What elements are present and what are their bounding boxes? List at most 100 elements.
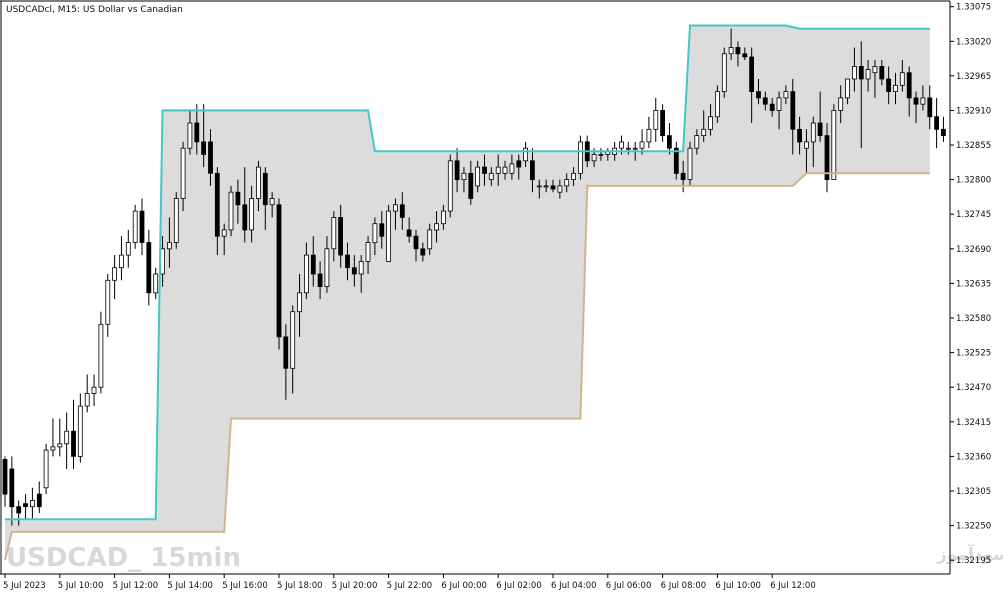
y-tick-label: 1.33020 [956,37,991,47]
candle [742,47,748,61]
candle-body-bear [468,172,474,199]
candle [173,192,179,249]
candle [283,324,289,400]
candle [310,236,316,287]
candle [475,160,481,193]
candle [379,211,385,249]
x-tick-label: 5 Jul 10:00 [58,581,104,591]
candle-body-bull [536,185,542,188]
candle-body-bear [749,56,754,92]
candle [941,116,946,142]
candle-body-bear [379,223,385,237]
candle [105,274,111,337]
candle-body-bull [153,273,159,294]
candle [269,192,275,218]
candle-body-bull [365,242,371,262]
candle-body-bull [57,443,63,448]
candle-body-bull [324,248,330,287]
y-tick-label: 1.32580 [956,314,991,324]
candle-body-bear [742,53,748,58]
candle-body-bear [550,185,556,190]
candle-body-bear [879,66,885,80]
candle [208,129,213,186]
candle-body-bull [29,499,35,508]
candle-body-bull [269,198,275,206]
candle-body-bull [502,166,508,174]
candle-body-bear [886,78,891,93]
candle [509,154,515,180]
y-tick-label: 1.32690 [956,245,991,255]
candle-body-bear [139,210,145,243]
candle [242,167,248,243]
candle-body-bull [112,267,117,281]
candle-body-bear [673,147,679,174]
candle-body-bear [262,172,268,206]
x-tick-label: 6 Jul 08:00 [661,581,707,591]
candle [23,494,28,520]
lower-band-line [4,172,930,561]
candle [906,66,912,117]
candle-body-bull [831,110,837,180]
candle [468,160,474,205]
y-tick-label: 1.32910 [956,106,991,116]
candle-body-bear [667,135,672,149]
candle [776,91,782,130]
candle-body-bull [509,163,515,174]
candle [879,60,885,86]
y-axis-ticks: 1.33075 1.33020 1.32965 1.32910 1.32855 1.328… [950,3,991,566]
candle-body-bull [440,210,446,225]
candle [783,85,789,105]
x-tick-label: 5 Jul 2023 [3,581,46,591]
candle-body-bear [2,459,8,495]
y-tick-label: 1.32305 [956,487,991,497]
candle [838,85,844,123]
channel-band-fill [5,25,930,561]
candle [77,393,83,463]
candle [43,443,49,495]
candle [660,104,665,142]
candle [543,179,549,193]
candle-body-bear [790,91,796,130]
candle [351,255,357,287]
candle [29,487,35,520]
candle-body-bull [653,110,659,130]
candle [358,255,364,293]
candle-body-bear [530,160,535,181]
candle-body-bull [804,141,809,149]
candle [276,198,282,350]
candle-body-bull [98,323,104,388]
candle-body-bear [824,135,830,181]
candle [297,274,303,337]
candle [324,236,330,293]
candle-body-bull [290,311,296,369]
candle [790,79,796,155]
candle-body-bear [71,430,76,457]
candle-body-bull [639,141,645,149]
candle [482,154,487,186]
candle [564,173,570,193]
candle [557,179,563,199]
candle [84,374,90,413]
candle-body-bull [358,260,364,275]
watermark-site: انتشار در سایت سودآموز [936,543,1003,565]
candle [64,412,70,469]
candle-body-bull [865,69,871,80]
candle-body-bear [16,506,22,514]
x-tick-label: 5 Jul 22:00 [387,581,433,591]
candle [440,204,446,230]
candle-body-bear [345,254,350,269]
y-tick-label: 1.32745 [956,210,991,220]
candle-body-bull [221,229,227,237]
candle-body-bull [228,191,234,231]
candle-body-bull [626,147,631,150]
candle-body-bear [9,468,15,508]
candle-body-bull [303,254,309,294]
candle-body-bear [660,110,665,137]
candle [331,211,337,262]
candle [262,167,268,230]
candle-body-bear [927,97,933,118]
candle-body-bull [434,223,439,231]
candle [804,129,809,174]
candle-body-bull [475,166,481,187]
